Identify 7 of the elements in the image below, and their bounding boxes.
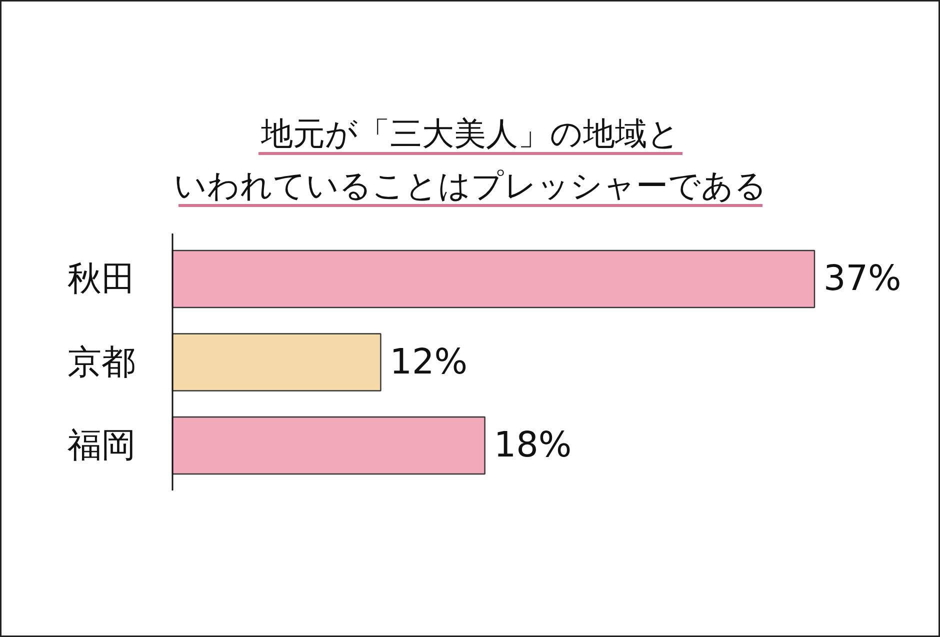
data-label: 18%: [494, 426, 572, 466]
y-tick-label: 京都: [68, 342, 136, 382]
data-label: 37%: [824, 259, 902, 299]
y-tick-label: 福岡: [68, 426, 136, 466]
y-tick-label: 秋田: [68, 259, 136, 299]
data-label: 12%: [390, 342, 468, 382]
chart-title: 地元が「三大美人」の地域といわれていることはプレッシャーである: [174, 114, 767, 204]
